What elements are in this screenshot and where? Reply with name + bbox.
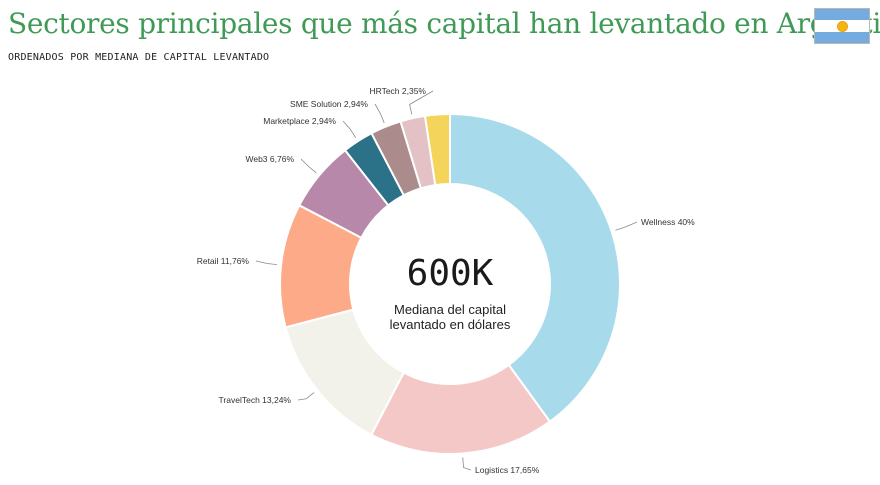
- label-logistics: Logistics 17,65%: [475, 465, 540, 475]
- leader-line-wellness: [615, 221, 638, 231]
- label-traveltech: TravelTech 13,24%: [219, 395, 292, 405]
- label-sme-solution: SME Solution 2,94%: [290, 99, 368, 109]
- argentina-flag-icon: [814, 8, 870, 44]
- leader-line-web3: [300, 158, 317, 174]
- center-value: 600K: [406, 253, 494, 294]
- page-title: Sectores principales que más capital han…: [8, 7, 880, 40]
- center-caption-line1: Mediana del capital: [393, 302, 507, 317]
- leader-line-sme-solution: [374, 103, 385, 124]
- label-hrtech: HRTech 2,35%: [369, 86, 426, 96]
- label-wellness: Wellness 40%: [641, 217, 695, 227]
- slice-other: [423, 112, 451, 187]
- leader-line-traveltech: [297, 392, 315, 401]
- flag-bottom-band: [815, 31, 869, 43]
- slice-wellness: [449, 112, 621, 423]
- page-subtitle: ORDENADOS POR MEDIANA DE CAPITAL LEVANTA…: [8, 52, 270, 63]
- flag-top-band: [815, 9, 869, 21]
- label-retail: Retail 11,76%: [197, 256, 250, 266]
- center-caption-line2: levantado en dólares: [389, 317, 511, 332]
- label-marketplace: Marketplace 2,94%: [263, 116, 336, 126]
- leader-line-hrtech: [409, 90, 434, 115]
- leader-line-retail: [255, 260, 278, 266]
- sun-icon: [838, 22, 847, 31]
- center-caption: Mediana del capital levantado en dólares: [370, 302, 530, 332]
- leader-line-marketplace: [342, 120, 357, 138]
- label-web3: Web3 6,76%: [245, 154, 294, 164]
- leader-line-logistics: [462, 457, 472, 471]
